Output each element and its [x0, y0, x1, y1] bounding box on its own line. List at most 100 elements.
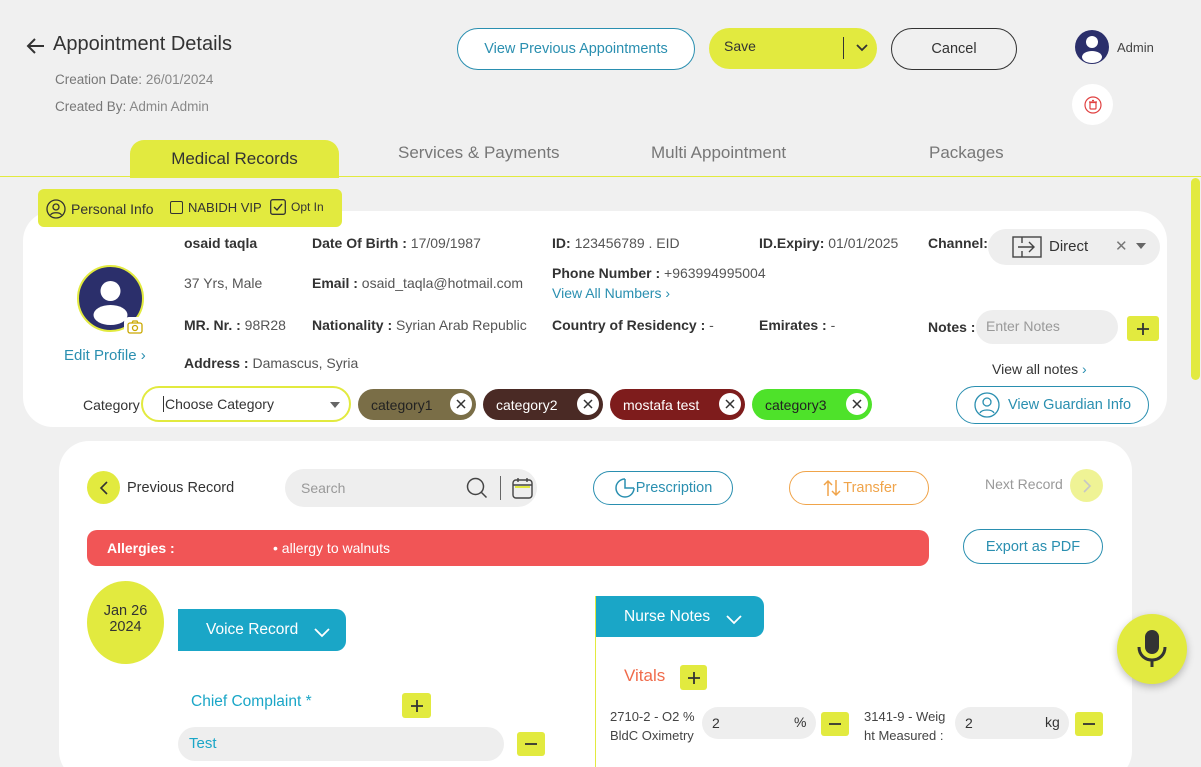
- clear-icon[interactable]: ✕: [1115, 238, 1128, 255]
- remove-chief-complaint-button[interactable]: [517, 732, 545, 756]
- minus-icon: [829, 723, 841, 725]
- category-chip: category1: [358, 389, 476, 420]
- category-chip: mostafa test: [610, 389, 745, 420]
- plus-icon: [1137, 322, 1149, 335]
- vitals-label: Vitals: [624, 666, 666, 685]
- vital-weight-label: 3141-9 - Weig ht Measured :: [864, 709, 946, 743]
- add-chief-complaint-button[interactable]: [402, 693, 431, 718]
- view-all-numbers-link[interactable]: View All Numbers ›: [552, 285, 671, 301]
- search-box[interactable]: Search: [285, 469, 537, 507]
- chevron-down-icon[interactable]: [853, 39, 871, 57]
- cancel-button[interactable]: Cancel: [891, 28, 1017, 70]
- category-placeholder: Choose Category: [163, 396, 274, 412]
- nurse-notes-button[interactable]: Nurse Notes: [596, 596, 764, 637]
- view-previous-appointments-button[interactable]: View Previous Appointments: [457, 28, 695, 70]
- patient-name: osaid taqla: [184, 235, 258, 251]
- opt-in-checkbox[interactable]: Opt In: [270, 199, 324, 215]
- chief-complaint-label: Chief Complaint *: [191, 693, 312, 710]
- minus-icon: [525, 743, 537, 745]
- camera-icon[interactable]: [124, 317, 146, 336]
- previous-record-label[interactable]: Previous Record: [127, 480, 235, 496]
- dropdown-arrow-icon[interactable]: [330, 402, 340, 409]
- trash-icon: [1083, 95, 1102, 114]
- search-input[interactable]: Search: [301, 480, 346, 496]
- address: Address : Damascus, Syria: [184, 355, 359, 371]
- dropdown-arrow-icon[interactable]: [1136, 243, 1146, 250]
- minus-icon: [1083, 723, 1095, 725]
- column-divider: [595, 596, 596, 767]
- previous-record-button[interactable]: [87, 471, 120, 504]
- remove-chip-icon[interactable]: [450, 393, 472, 415]
- patient-id: ID: 123456789 . EID: [552, 235, 680, 251]
- plus-icon: [410, 699, 423, 712]
- category-select[interactable]: Choose Category: [141, 386, 351, 422]
- user-name[interactable]: Admin: [1117, 40, 1154, 55]
- prescription-icon: [615, 478, 635, 498]
- checkbox-unchecked-icon[interactable]: [170, 201, 183, 214]
- personal-info-toggle[interactable]: Personal Info: [46, 199, 154, 219]
- chevron-right-icon: ›: [665, 285, 671, 301]
- vital-o2-input[interactable]: 2 %: [702, 707, 816, 739]
- category-chip-label: category2: [496, 396, 558, 413]
- allergies-bar: Allergies : • allergy to walnuts: [87, 530, 929, 566]
- view-all-notes-link[interactable]: View all notes ›: [992, 361, 1087, 377]
- search-separator: [500, 476, 501, 500]
- user-avatar-icon[interactable]: [1075, 30, 1109, 64]
- tab-medical-records[interactable]: Medical Records: [130, 140, 339, 178]
- category-chip: category3: [752, 389, 872, 420]
- creation-date: Creation Date: 26/01/2024: [55, 72, 214, 87]
- tab-divider: [0, 176, 1201, 177]
- tab-multi-appointment[interactable]: Multi Appointment: [651, 143, 787, 162]
- created-by: Created By: Admin Admin: [55, 99, 209, 114]
- transfer-button[interactable]: Transfer: [789, 471, 929, 505]
- back-arrow-icon[interactable]: [24, 34, 48, 58]
- calendar-icon[interactable]: [512, 477, 533, 499]
- tab-packages[interactable]: Packages: [929, 143, 1004, 162]
- scrollbar-thumb[interactable]: [1191, 178, 1200, 380]
- chief-complaint-input[interactable]: Test: [178, 727, 504, 761]
- remove-chip-icon[interactable]: [846, 393, 868, 415]
- page-title: Appointment Details: [53, 33, 232, 55]
- view-guardian-info-button[interactable]: View Guardian Info: [956, 386, 1149, 424]
- microphone-icon: [1137, 630, 1167, 667]
- chevron-down-icon: [726, 614, 742, 624]
- save-label: Save: [724, 38, 756, 54]
- export-pdf-button[interactable]: Export as PDF: [963, 529, 1103, 564]
- channel-label: Channel:: [928, 235, 988, 251]
- prescription-button[interactable]: Prescription: [593, 471, 733, 505]
- voice-record-button[interactable]: Voice Record: [178, 609, 346, 651]
- tab-services-payments[interactable]: Services & Payments: [398, 143, 560, 162]
- vital-weight-input[interactable]: 2 kg: [955, 707, 1069, 739]
- edit-profile-link[interactable]: Edit Profile ›: [64, 347, 146, 364]
- category-chip-label: category1: [371, 396, 433, 413]
- add-note-button[interactable]: [1127, 316, 1159, 341]
- patient-age-gender: 37 Yrs, Male: [184, 275, 263, 291]
- remove-vital-weight-button[interactable]: [1075, 712, 1103, 736]
- category-chip: category2: [483, 389, 603, 420]
- channel-value: Direct: [1049, 238, 1089, 255]
- save-button[interactable]: Save: [709, 28, 877, 69]
- patient-avatar: [77, 265, 144, 332]
- next-record-button[interactable]: [1070, 469, 1103, 502]
- remove-chip-icon[interactable]: [577, 393, 599, 415]
- id-expiry: ID.Expiry: 01/01/2025: [759, 235, 899, 251]
- remove-vital-o2-button[interactable]: [821, 712, 849, 736]
- chevron-left-icon: [99, 480, 108, 495]
- remove-chip-icon[interactable]: [719, 393, 741, 415]
- next-record-label[interactable]: Next Record: [985, 476, 1063, 492]
- delete-button[interactable]: [1072, 84, 1113, 125]
- category-chip-label: mostafa test: [623, 396, 700, 413]
- microphone-button[interactable]: [1117, 614, 1187, 684]
- nationality: Nationality : Syrian Arab Republic: [312, 317, 527, 333]
- record-date: Jan 26 2024: [87, 581, 164, 664]
- notes-input[interactable]: Enter Notes: [976, 310, 1118, 344]
- notes-label: Notes :: [928, 319, 976, 335]
- category-chip-label: category3: [765, 396, 827, 413]
- channel-select[interactable]: Direct ✕: [988, 229, 1160, 265]
- search-icon[interactable]: [466, 477, 488, 499]
- chevron-right-icon: ›: [140, 347, 146, 364]
- nabidh-vip-checkbox[interactable]: NABIDH VIP: [170, 200, 262, 215]
- add-vital-button[interactable]: [680, 665, 707, 690]
- checkbox-checked-icon[interactable]: [270, 199, 286, 215]
- save-separator: [843, 37, 844, 59]
